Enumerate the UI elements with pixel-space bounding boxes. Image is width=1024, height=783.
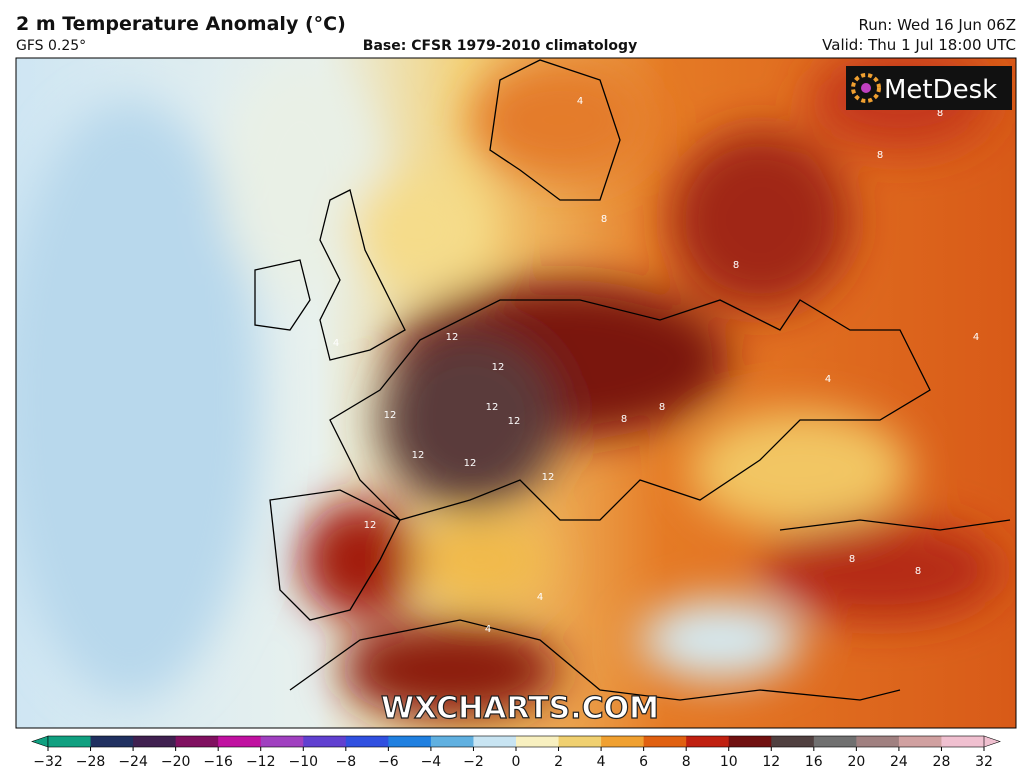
contour-label: 8 [937,108,943,119]
colorbar-segment [48,736,92,747]
colorbar-tick-label: −6 [378,754,399,770]
colorbar-extend-high [983,735,1001,748]
colorbar-segment [728,736,772,747]
colorbar-segment [345,736,389,747]
colorbar-segment [686,736,730,747]
map: 12 12 12 12 12 12 12 12 12 8 8 8 8 8 8 8 8 4 4 4 4 4 4 [16,58,1016,728]
contour-label: 8 [601,214,607,225]
map-frame [15,57,1017,729]
colorbar-tick-label: 12 [762,754,780,770]
colorbar-tick-label: −24 [118,754,148,770]
colorbar-segment [941,736,985,747]
colorbar-tick-label: −16 [203,754,233,770]
colorbar-segment [771,736,815,747]
colorbar-segment [643,736,687,747]
colorbar: −32 −28 −24 −20 −16 −12 −10 −8 −6 −4 −2 0 2 4 6 8 10 12 16… [31,735,1001,770]
contour-label: 12 [508,416,521,427]
colorbar-tick-label: 6 [639,754,648,770]
colorbar-tick-label: 16 [805,754,823,770]
contour-label: 4 [485,624,491,635]
run: Run: Wed 16 Jun 06Z [859,16,1016,34]
contour-label: 8 [733,260,739,271]
contour-label: 4 [825,374,831,385]
title: 2 m Temperature Anomaly (°C) [16,13,346,35]
contour-label: 4 [973,332,979,343]
logo-box [846,66,1012,110]
contour-label: 8 [659,402,665,413]
contour-label: 12 [446,332,459,343]
contour-label: 4 [577,96,583,107]
colorbar-segment [260,736,304,747]
colorbar-tick-label: −4 [421,754,442,770]
contour-label: 12 [542,472,555,483]
colorbar-segment [175,736,219,747]
colorbar-segment [813,736,857,747]
colorbar-tick-label: 28 [933,754,951,770]
colorbar-segment [601,736,645,747]
colorbar-tick-label: −2 [463,754,484,770]
colorbar-tick-label: 0 [512,754,521,770]
colorbar-tick-label: 24 [890,754,908,770]
contour-label: 12 [412,450,425,461]
colorbar-segment [430,736,474,747]
colorbar-segment [473,736,517,747]
contour-label: 8 [877,150,883,161]
base: Base: CFSR 1979-2010 climatology [363,38,637,54]
colorbar-segment [516,736,560,747]
logo-icon [851,73,881,103]
contour-label: 4 [333,338,339,349]
colorbar-tick-label: 8 [682,754,691,770]
contour-label: 12 [492,362,505,373]
colorbar-segment [90,736,134,747]
colorbar-tick-label: 20 [847,754,865,770]
logo: MetDesk [884,75,997,105]
contour-label: 8 [849,554,855,565]
colorbar-segment [218,736,262,747]
colorbar-tick-label: 4 [597,754,606,770]
watermark: WXCHARTS.COM [381,691,659,726]
colorbar-segment [303,736,347,747]
contour-label: 8 [915,566,921,577]
contour-label: 4 [537,592,543,603]
colorbar-segment [388,736,432,747]
colorbar-tick-label: 2 [554,754,563,770]
colorbar-tick-label: 32 [975,754,993,770]
colorbar-segment [898,736,942,747]
colorbar-segment [558,736,602,747]
contour-label: 12 [486,402,499,413]
contour-label: 12 [364,520,377,531]
contour-label: 12 [384,410,397,421]
colorbar-tick-label: −8 [335,754,356,770]
colorbar-segment [133,736,177,747]
colorbar-tick-label: −20 [161,754,191,770]
colorbar-segment [856,736,900,747]
colorbar-extend-low [31,735,49,748]
colorbar-tick-label: −32 [33,754,63,770]
colorbar-tick-label: −28 [76,754,106,770]
colorbar-tick-label: −10 [288,754,318,770]
colorbar-tick-label: −12 [246,754,276,770]
contour-label: 12 [464,458,477,469]
colorbar-tick-label: 10 [720,754,738,770]
model: GFS 0.25° [16,38,86,54]
contour-label: 8 [621,414,627,425]
valid: Valid: Thu 1 Jul 18:00 UTC [822,36,1016,54]
